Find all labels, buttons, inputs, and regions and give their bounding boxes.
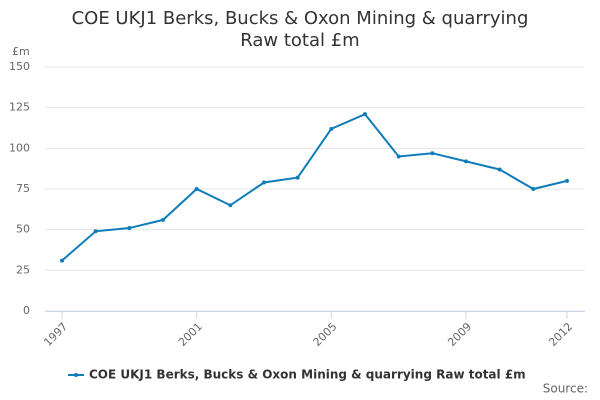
- chart-title: COE UKJ1 Berks, Bucks & Oxon Mining & qu…: [71, 8, 529, 51]
- y-tick-label: 25: [16, 263, 30, 276]
- data-point: [464, 159, 468, 164]
- y-tick-label: 50: [16, 223, 30, 236]
- data-point: [295, 175, 300, 180]
- legend-marker: [74, 373, 78, 377]
- data-point: [329, 126, 334, 131]
- data-point: [497, 167, 502, 172]
- y-tick-label: 150: [9, 60, 30, 73]
- data-point: [194, 187, 199, 191]
- y-tick-label: 0: [23, 304, 30, 317]
- x-tick-label: 2001: [176, 320, 205, 349]
- source: Source:: [543, 382, 588, 396]
- y-tick-label: 100: [9, 141, 30, 154]
- x-tick-label: 1997: [41, 320, 70, 349]
- y-tick-label: 75: [16, 182, 30, 195]
- data-point: [565, 178, 569, 183]
- x-tick-label: 2005: [311, 320, 340, 349]
- legend-label: COE UKJ1 Berks, Bucks & Oxon Mining & qu…: [89, 368, 526, 382]
- data-point: [127, 226, 132, 231]
- y-tick-label: 125: [9, 101, 30, 114]
- data-point: [228, 203, 233, 208]
- data-line: [61, 112, 568, 262]
- data-point: [262, 180, 266, 185]
- y-axis-label: £m: [12, 45, 30, 58]
- data-point: [60, 258, 64, 263]
- data-point: [161, 217, 165, 222]
- data-point: [531, 187, 536, 191]
- data-point: [363, 112, 367, 117]
- data-point: [396, 154, 401, 159]
- data-point: [93, 229, 98, 234]
- data-point: [430, 151, 435, 156]
- x-tick-label: 2009: [445, 320, 474, 349]
- x-tick-label: 2012: [546, 320, 575, 349]
